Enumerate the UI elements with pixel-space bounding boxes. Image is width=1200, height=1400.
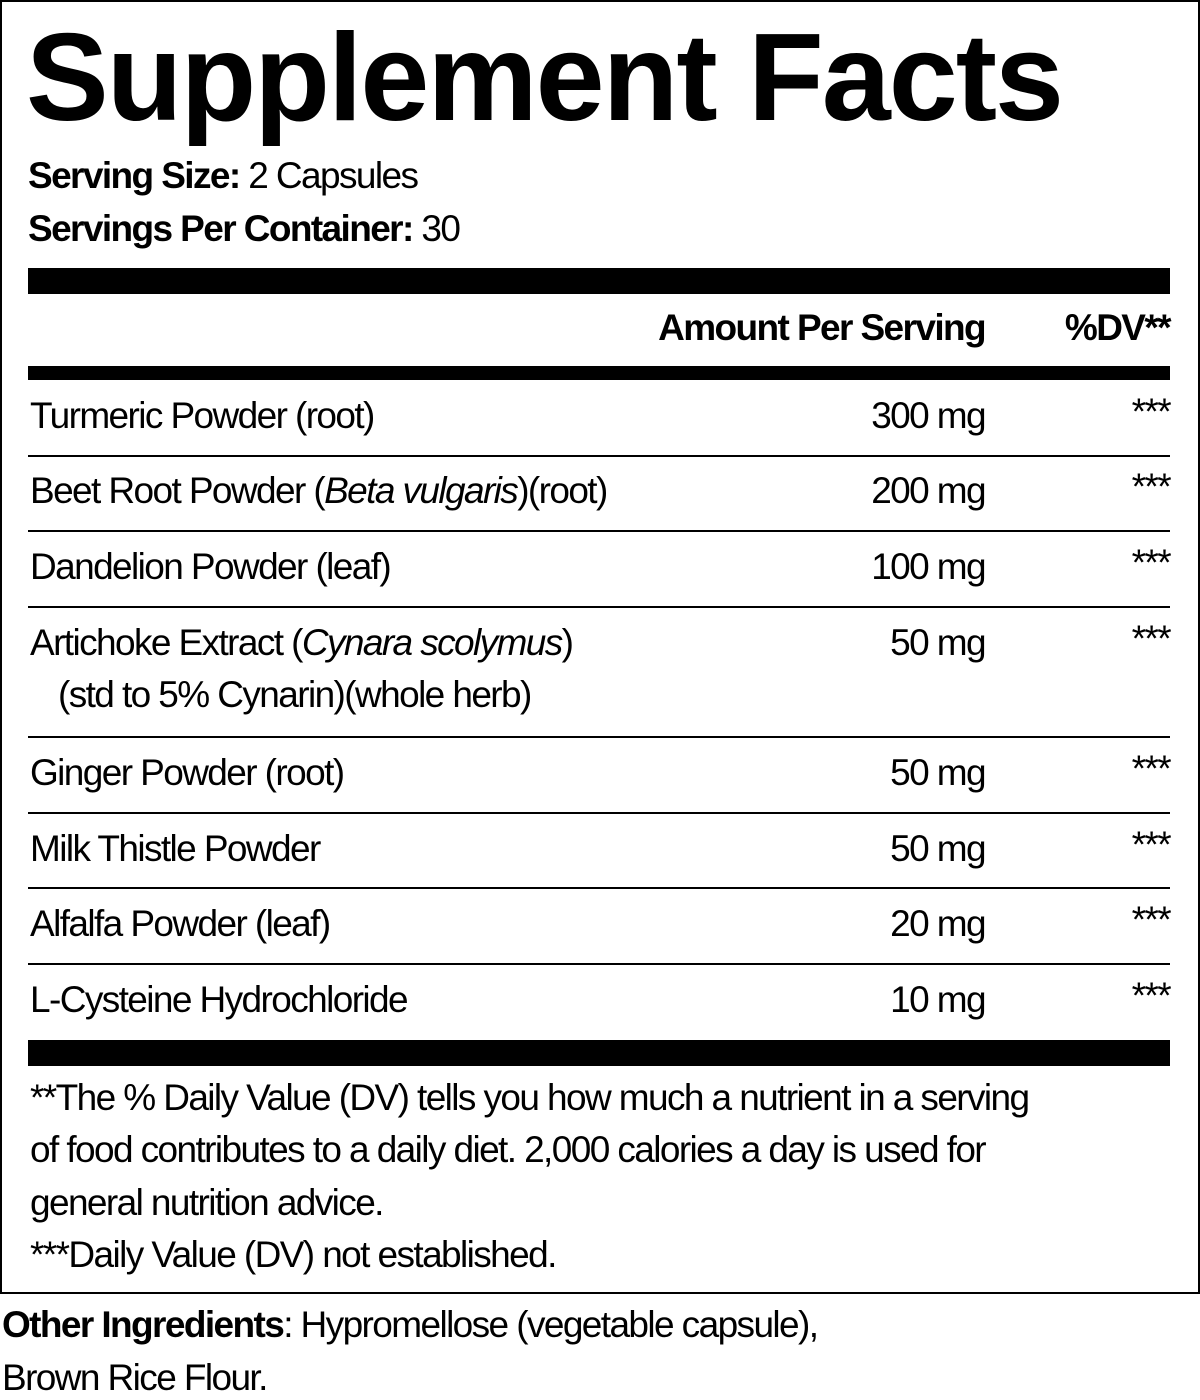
footnote-line: ***Daily Value (DV) not established. (30, 1234, 557, 1275)
row-divider (28, 455, 1170, 457)
facts-panel (0, 0, 1200, 1294)
row-divider (28, 530, 1170, 532)
ingredient-name: Beet Root Powder (Beta vulgaris)(root) (30, 469, 608, 513)
serving-size: Serving Size: 2 Capsules (28, 154, 419, 198)
ingredient-amount: 100 mg (871, 546, 986, 587)
ingredient-name-part: ) (561, 622, 574, 663)
ingredient-name: Milk Thistle Powder (30, 827, 321, 871)
row-divider (28, 963, 1170, 965)
ingredient-name-part: Beet Root Powder ( (30, 470, 326, 511)
ingredient-amount: 50 mg (890, 622, 986, 663)
servings-per-container: Servings Per Container: 30 (28, 207, 461, 251)
footnote-line: **The % Daily Value (DV) tells you how m… (30, 1077, 1030, 1118)
ingredient-dv: *** (1131, 391, 1172, 432)
header-dv: %DV** (1064, 307, 1172, 348)
ingredient-name: Dandelion Powder (leaf) (30, 545, 392, 589)
servings-per-container-label: Servings Per Container: (28, 208, 414, 249)
ingredient-amount: 50 mg (890, 752, 986, 793)
ingredient-name-text: Milk Thistle Powder (30, 828, 321, 869)
ingredient-name-part: )(root) (517, 470, 608, 511)
thick-divider (28, 1040, 1170, 1066)
row-divider (28, 887, 1170, 889)
ingredient-amount: 50 mg (890, 828, 986, 869)
serving-size-value: 2 Capsules (248, 155, 419, 196)
row-divider (28, 606, 1170, 608)
medium-divider (28, 366, 1170, 380)
header-amount: Amount Per Serving (658, 307, 986, 348)
ingredient-name-text: L-Cysteine Hydrochloride (30, 979, 409, 1020)
servings-per-container-value: 30 (421, 208, 461, 249)
ingredient-name-text: Alfalfa Powder (leaf) (30, 903, 331, 944)
ingredient-dv: *** (1131, 748, 1172, 789)
ingredient-dv: *** (1131, 542, 1172, 583)
ingredient-latin-name: Beta vulgaris (324, 470, 519, 511)
ingredient-name-text: Dandelion Powder (leaf) (30, 546, 392, 587)
ingredient-amount: 20 mg (890, 903, 986, 944)
ingredient-dv: *** (1131, 824, 1172, 865)
row-divider (28, 812, 1170, 814)
panel-title: Supplement Facts (26, 9, 1064, 147)
other-ingredients-line2: Brown Rice Flour. (2, 1357, 268, 1398)
ingredient-amount: 10 mg (890, 979, 986, 1020)
thick-divider (28, 268, 1170, 294)
ingredient-name-part: Artichoke Extract ( (30, 622, 303, 663)
footnote-line: of food contributes to a daily diet. 2,0… (30, 1129, 987, 1170)
ingredient-latin-name: Cynara scolymus (301, 622, 563, 663)
ingredient-dv: *** (1131, 899, 1172, 940)
ingredient-name: L-Cysteine Hydrochloride (30, 978, 409, 1022)
other-ingredients-value: : Hypromellose (vegetable capsule), (283, 1304, 819, 1345)
other-ingredients-label: Other Ingredients (2, 1304, 285, 1345)
ingredient-amount: 300 mg (871, 395, 986, 436)
ingredient-name-line2: (std to 5% Cynarin)(whole herb) (58, 674, 532, 715)
ingredient-dv: *** (1131, 618, 1172, 659)
other-ingredients: Other Ingredients: Hypromellose (vegetab… (2, 1303, 819, 1347)
ingredient-name-text: Turmeric Powder (root) (30, 395, 375, 436)
ingredient-amount: 200 mg (871, 470, 986, 511)
ingredient-name: Ginger Powder (root) (30, 751, 345, 795)
serving-size-label: Serving Size: (28, 155, 241, 196)
ingredient-dv: *** (1131, 466, 1172, 507)
ingredient-dv: *** (1131, 975, 1172, 1016)
ingredient-name: Artichoke Extract (Cynara scolymus) (30, 621, 574, 665)
footnote-line: general nutrition advice. (30, 1182, 384, 1223)
row-divider (28, 736, 1170, 738)
ingredient-name: Turmeric Powder (root) (30, 394, 375, 438)
ingredient-name: Alfalfa Powder (leaf) (30, 902, 331, 946)
ingredient-name-text: Ginger Powder (root) (30, 752, 345, 793)
